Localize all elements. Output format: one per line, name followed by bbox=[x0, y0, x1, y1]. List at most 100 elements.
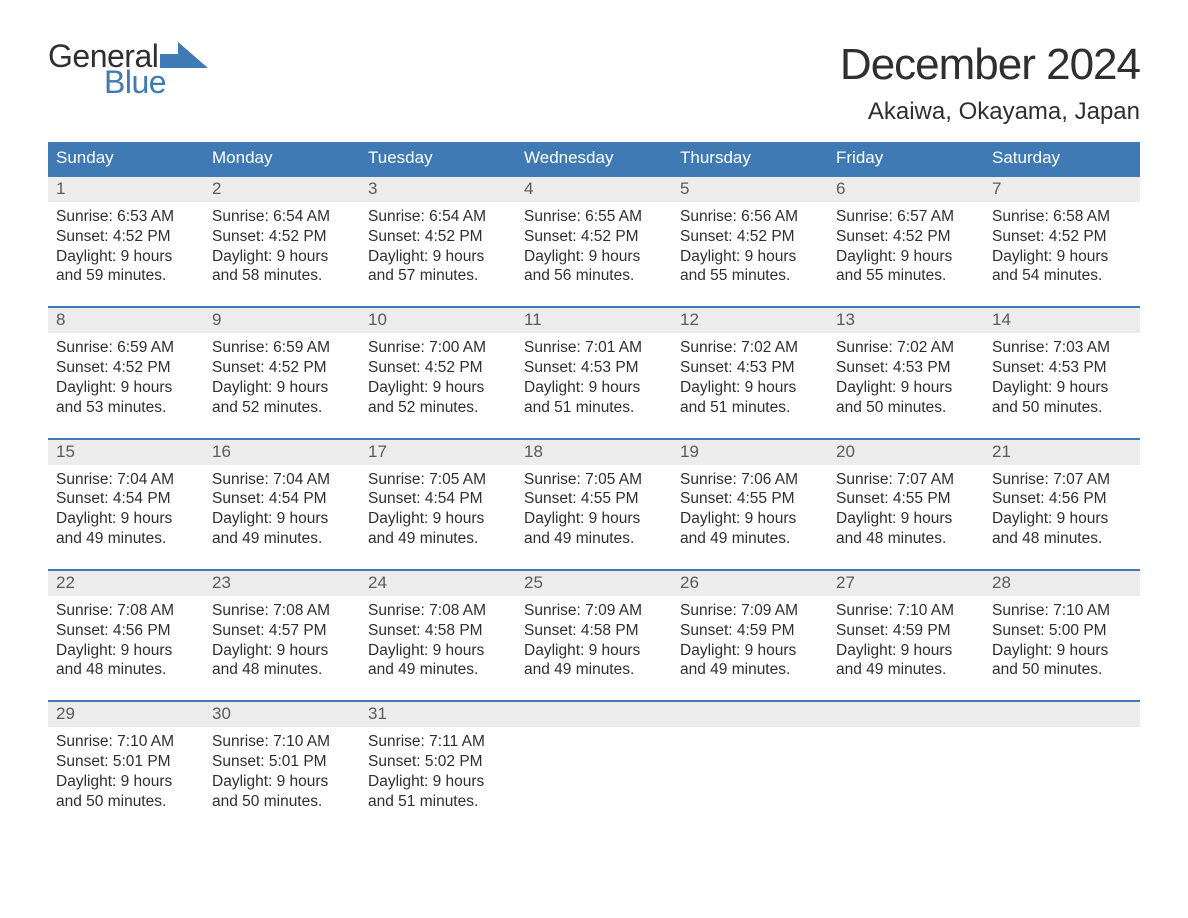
location-subtitle: Akaiwa, Okayama, Japan bbox=[840, 98, 1140, 126]
sunrise-line: Sunrise: 7:11 AM bbox=[368, 732, 508, 752]
weekday-header-cell: Monday bbox=[204, 142, 360, 175]
daylight-line-2: and 50 minutes. bbox=[56, 792, 196, 812]
day-number-cell: 30 bbox=[204, 702, 360, 727]
day-detail-cell: Sunrise: 7:07 AMSunset: 4:55 PMDaylight:… bbox=[828, 465, 984, 555]
daylight-line-2: and 51 minutes. bbox=[680, 398, 820, 418]
sunset-line: Sunset: 4:54 PM bbox=[56, 489, 196, 509]
day-number-cell: 1 bbox=[48, 177, 204, 202]
daylight-line-1: Daylight: 9 hours bbox=[524, 509, 664, 529]
sunset-line: Sunset: 4:52 PM bbox=[368, 227, 508, 247]
sunset-line: Sunset: 4:55 PM bbox=[524, 489, 664, 509]
daylight-line-1: Daylight: 9 hours bbox=[680, 509, 820, 529]
sunset-line: Sunset: 5:01 PM bbox=[56, 752, 196, 772]
day-detail-cell bbox=[516, 727, 672, 817]
day-number-cell: 25 bbox=[516, 571, 672, 596]
title-block: December 2024 Akaiwa, Okayama, Japan bbox=[840, 40, 1140, 126]
day-detail-cell: Sunrise: 7:08 AMSunset: 4:58 PMDaylight:… bbox=[360, 596, 516, 686]
day-detail-cell: Sunrise: 7:08 AMSunset: 4:56 PMDaylight:… bbox=[48, 596, 204, 686]
sunset-line: Sunset: 4:52 PM bbox=[212, 358, 352, 378]
day-number-cell: 11 bbox=[516, 308, 672, 333]
sunrise-line: Sunrise: 6:58 AM bbox=[992, 207, 1132, 227]
daylight-line-2: and 51 minutes. bbox=[524, 398, 664, 418]
day-number-cell: 14 bbox=[984, 308, 1140, 333]
daylight-line-1: Daylight: 9 hours bbox=[992, 641, 1132, 661]
day-detail-cell: Sunrise: 6:59 AMSunset: 4:52 PMDaylight:… bbox=[48, 333, 204, 423]
sunset-line: Sunset: 4:58 PM bbox=[368, 621, 508, 641]
sunrise-line: Sunrise: 7:07 AM bbox=[836, 470, 976, 490]
sunset-line: Sunset: 4:53 PM bbox=[680, 358, 820, 378]
sunset-line: Sunset: 4:52 PM bbox=[524, 227, 664, 247]
daylight-line-2: and 49 minutes. bbox=[524, 529, 664, 549]
sunset-line: Sunset: 4:54 PM bbox=[212, 489, 352, 509]
daylight-line-1: Daylight: 9 hours bbox=[212, 378, 352, 398]
sunset-line: Sunset: 4:53 PM bbox=[992, 358, 1132, 378]
daylight-line-1: Daylight: 9 hours bbox=[836, 509, 976, 529]
day-number-cell: 12 bbox=[672, 308, 828, 333]
daylight-line-1: Daylight: 9 hours bbox=[56, 772, 196, 792]
day-detail-cell bbox=[828, 727, 984, 817]
sunrise-line: Sunrise: 6:59 AM bbox=[56, 338, 196, 358]
week-detail-row: Sunrise: 7:08 AMSunset: 4:56 PMDaylight:… bbox=[48, 596, 1140, 686]
sunrise-line: Sunrise: 7:02 AM bbox=[680, 338, 820, 358]
day-number-cell: 20 bbox=[828, 440, 984, 465]
sunrise-line: Sunrise: 7:02 AM bbox=[836, 338, 976, 358]
day-detail-cell: Sunrise: 7:05 AMSunset: 4:55 PMDaylight:… bbox=[516, 465, 672, 555]
sunrise-line: Sunrise: 6:54 AM bbox=[368, 207, 508, 227]
day-detail-cell: Sunrise: 6:54 AMSunset: 4:52 PMDaylight:… bbox=[204, 202, 360, 292]
day-number-cell: 9 bbox=[204, 308, 360, 333]
daylight-line-1: Daylight: 9 hours bbox=[836, 247, 976, 267]
day-number-cell: 6 bbox=[828, 177, 984, 202]
sunset-line: Sunset: 4:52 PM bbox=[836, 227, 976, 247]
sunset-line: Sunset: 4:54 PM bbox=[368, 489, 508, 509]
sunset-line: Sunset: 4:56 PM bbox=[992, 489, 1132, 509]
day-number-cell: 31 bbox=[360, 702, 516, 727]
sunrise-line: Sunrise: 6:56 AM bbox=[680, 207, 820, 227]
sunrise-line: Sunrise: 6:59 AM bbox=[212, 338, 352, 358]
sunrise-line: Sunrise: 7:09 AM bbox=[680, 601, 820, 621]
day-number-cell: 3 bbox=[360, 177, 516, 202]
day-detail-cell: Sunrise: 6:57 AMSunset: 4:52 PMDaylight:… bbox=[828, 202, 984, 292]
week-detail-row: Sunrise: 6:53 AMSunset: 4:52 PMDaylight:… bbox=[48, 202, 1140, 292]
weekday-header-row: SundayMondayTuesdayWednesdayThursdayFrid… bbox=[48, 142, 1140, 175]
daylight-line-1: Daylight: 9 hours bbox=[56, 641, 196, 661]
daylight-line-2: and 58 minutes. bbox=[212, 266, 352, 286]
sunrise-line: Sunrise: 7:04 AM bbox=[212, 470, 352, 490]
daylight-line-1: Daylight: 9 hours bbox=[680, 641, 820, 661]
day-detail-cell: Sunrise: 7:10 AMSunset: 5:00 PMDaylight:… bbox=[984, 596, 1140, 686]
day-number-cell: 10 bbox=[360, 308, 516, 333]
sunset-line: Sunset: 4:59 PM bbox=[680, 621, 820, 641]
daylight-line-2: and 50 minutes. bbox=[212, 792, 352, 812]
day-detail-cell: Sunrise: 7:11 AMSunset: 5:02 PMDaylight:… bbox=[360, 727, 516, 817]
daylight-line-1: Daylight: 9 hours bbox=[992, 378, 1132, 398]
day-detail-cell: Sunrise: 7:07 AMSunset: 4:56 PMDaylight:… bbox=[984, 465, 1140, 555]
weeks-container: 1234567Sunrise: 6:53 AMSunset: 4:52 PMDa… bbox=[48, 175, 1140, 818]
day-number-cell bbox=[984, 702, 1140, 727]
day-detail-cell: Sunrise: 7:10 AMSunset: 5:01 PMDaylight:… bbox=[204, 727, 360, 817]
calendar-page: General Blue December 2024 Akaiwa, Okaya… bbox=[0, 0, 1188, 838]
day-detail-cell: Sunrise: 7:01 AMSunset: 4:53 PMDaylight:… bbox=[516, 333, 672, 423]
sunrise-line: Sunrise: 7:08 AM bbox=[368, 601, 508, 621]
brand-logo: General Blue bbox=[48, 40, 208, 98]
daylight-line-2: and 49 minutes. bbox=[524, 660, 664, 680]
sunrise-line: Sunrise: 7:04 AM bbox=[56, 470, 196, 490]
day-number-cell: 22 bbox=[48, 571, 204, 596]
daylight-line-2: and 50 minutes. bbox=[992, 398, 1132, 418]
day-number-cell: 24 bbox=[360, 571, 516, 596]
sunrise-line: Sunrise: 7:09 AM bbox=[524, 601, 664, 621]
sunrise-line: Sunrise: 7:05 AM bbox=[524, 470, 664, 490]
day-number-cell bbox=[672, 702, 828, 727]
day-detail-cell: Sunrise: 7:03 AMSunset: 4:53 PMDaylight:… bbox=[984, 333, 1140, 423]
daylight-line-2: and 49 minutes. bbox=[212, 529, 352, 549]
sunrise-line: Sunrise: 6:55 AM bbox=[524, 207, 664, 227]
sunset-line: Sunset: 4:52 PM bbox=[992, 227, 1132, 247]
day-number-cell: 29 bbox=[48, 702, 204, 727]
daylight-line-2: and 56 minutes. bbox=[524, 266, 664, 286]
day-detail-cell: Sunrise: 7:04 AMSunset: 4:54 PMDaylight:… bbox=[204, 465, 360, 555]
weekday-header-cell: Friday bbox=[828, 142, 984, 175]
day-detail-cell: Sunrise: 7:08 AMSunset: 4:57 PMDaylight:… bbox=[204, 596, 360, 686]
header-row: General Blue December 2024 Akaiwa, Okaya… bbox=[48, 40, 1140, 126]
sunrise-line: Sunrise: 6:54 AM bbox=[212, 207, 352, 227]
day-number-cell: 13 bbox=[828, 308, 984, 333]
sunset-line: Sunset: 4:52 PM bbox=[212, 227, 352, 247]
daylight-line-1: Daylight: 9 hours bbox=[212, 509, 352, 529]
